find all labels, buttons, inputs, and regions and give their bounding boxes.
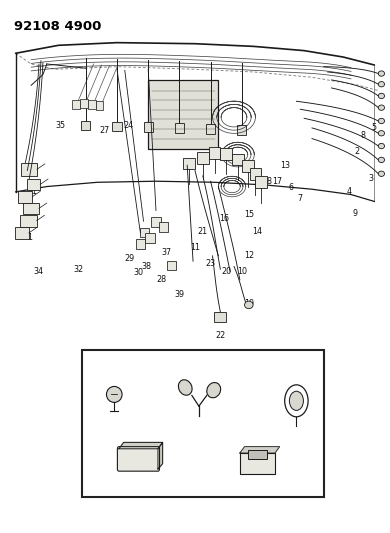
Text: 21: 21 xyxy=(198,228,208,236)
Bar xyxy=(232,154,244,165)
Bar xyxy=(140,228,149,237)
Text: 18: 18 xyxy=(262,177,272,185)
Ellipse shape xyxy=(378,171,385,176)
Polygon shape xyxy=(240,447,280,453)
Text: 17: 17 xyxy=(272,177,282,185)
Bar xyxy=(145,233,155,243)
Bar xyxy=(144,123,153,132)
Bar xyxy=(183,158,195,169)
Bar xyxy=(112,122,122,131)
Bar xyxy=(96,101,103,110)
Text: 25: 25 xyxy=(148,112,158,120)
Bar xyxy=(248,450,267,459)
Bar xyxy=(23,203,39,214)
Text: 5: 5 xyxy=(372,124,377,132)
Text: 26: 26 xyxy=(172,102,183,111)
Ellipse shape xyxy=(245,301,253,309)
Bar xyxy=(27,179,40,190)
Bar xyxy=(151,217,161,227)
Text: 27: 27 xyxy=(99,126,109,135)
Text: 34: 34 xyxy=(33,268,43,276)
Text: 37: 37 xyxy=(162,248,172,256)
Text: 30: 30 xyxy=(133,269,144,277)
Bar xyxy=(255,176,267,188)
Bar xyxy=(82,350,324,497)
Ellipse shape xyxy=(207,383,221,398)
Bar xyxy=(167,261,176,270)
Bar xyxy=(175,123,184,133)
Bar xyxy=(250,168,261,180)
Bar xyxy=(240,453,275,474)
Text: 10: 10 xyxy=(237,268,247,276)
Ellipse shape xyxy=(178,379,192,395)
Text: 41: 41 xyxy=(194,429,204,437)
Text: 35: 35 xyxy=(55,121,66,130)
Ellipse shape xyxy=(106,386,122,402)
Circle shape xyxy=(285,385,308,417)
Text: 6: 6 xyxy=(288,183,293,192)
Text: 31: 31 xyxy=(27,188,37,196)
Bar xyxy=(21,163,37,176)
Bar xyxy=(18,191,32,203)
Bar xyxy=(214,312,226,322)
Bar xyxy=(15,227,29,239)
Bar xyxy=(237,125,246,134)
Text: 32: 32 xyxy=(74,265,84,273)
Text: 8: 8 xyxy=(360,132,365,140)
Ellipse shape xyxy=(378,82,385,87)
Bar xyxy=(197,152,209,164)
Bar xyxy=(159,222,168,232)
Text: 40: 40 xyxy=(291,426,301,435)
Text: 15: 15 xyxy=(245,210,255,219)
Text: 29: 29 xyxy=(124,254,135,263)
Text: 28: 28 xyxy=(157,276,167,284)
Text: 19: 19 xyxy=(245,300,255,308)
Text: 3: 3 xyxy=(368,174,373,183)
Bar xyxy=(136,239,145,249)
Bar xyxy=(206,124,215,134)
Text: 24: 24 xyxy=(124,121,134,130)
Text: 92108 4900: 92108 4900 xyxy=(14,20,101,33)
Ellipse shape xyxy=(378,143,385,149)
Text: 33: 33 xyxy=(117,425,127,433)
Bar xyxy=(81,120,90,130)
Text: 39: 39 xyxy=(174,290,184,298)
Text: 23: 23 xyxy=(206,260,216,268)
Text: 12: 12 xyxy=(245,252,255,260)
Text: 14: 14 xyxy=(252,228,262,236)
FancyBboxPatch shape xyxy=(117,447,160,471)
Text: 16: 16 xyxy=(219,214,229,223)
Text: 38: 38 xyxy=(141,262,151,271)
Bar xyxy=(72,100,80,109)
Text: 22: 22 xyxy=(215,332,225,340)
Bar xyxy=(220,148,232,160)
Bar xyxy=(209,147,220,159)
Polygon shape xyxy=(119,442,163,449)
Bar xyxy=(88,100,96,109)
Ellipse shape xyxy=(378,118,385,124)
Text: 20: 20 xyxy=(221,268,231,276)
Text: 42: 42 xyxy=(147,473,157,481)
Text: 11: 11 xyxy=(190,244,200,252)
Ellipse shape xyxy=(378,93,385,99)
Circle shape xyxy=(289,391,303,410)
Bar xyxy=(80,99,88,108)
Bar xyxy=(148,80,218,149)
Polygon shape xyxy=(158,442,163,469)
Ellipse shape xyxy=(378,131,385,136)
Ellipse shape xyxy=(378,157,385,163)
Ellipse shape xyxy=(378,105,385,110)
Text: 13: 13 xyxy=(280,161,290,169)
Text: 1: 1 xyxy=(27,233,32,241)
Text: 2: 2 xyxy=(354,148,360,156)
Text: 7: 7 xyxy=(298,194,303,203)
Text: 9: 9 xyxy=(352,209,358,217)
Bar xyxy=(20,215,37,227)
Ellipse shape xyxy=(378,71,385,76)
Text: 4: 4 xyxy=(347,188,351,196)
Bar xyxy=(242,160,254,172)
Text: 43: 43 xyxy=(272,478,282,486)
